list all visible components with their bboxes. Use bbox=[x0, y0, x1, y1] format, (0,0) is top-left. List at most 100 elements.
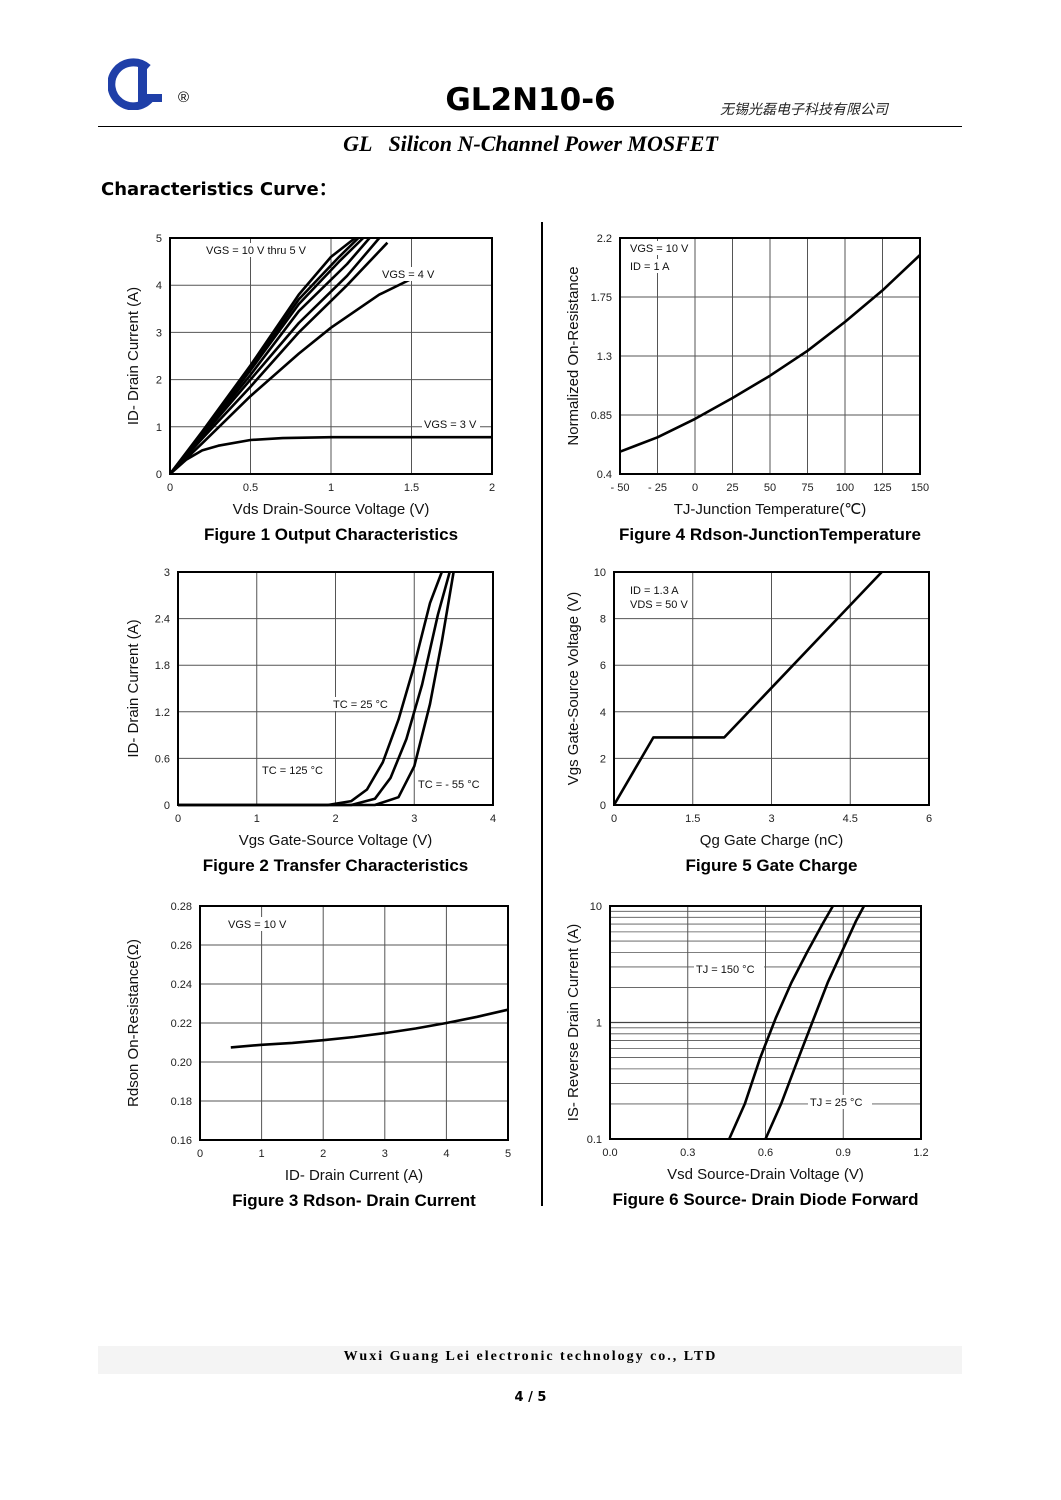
x-tick-label: 150 bbox=[911, 482, 929, 494]
y-tick-label: 1.8 bbox=[155, 660, 170, 672]
column-divider bbox=[541, 222, 543, 1206]
y-tick-label: 0.18 bbox=[171, 1096, 192, 1108]
y-tick-label: 0.24 bbox=[171, 979, 192, 991]
curve-annotation: TC = 125 °C bbox=[262, 765, 323, 777]
annotation-backdrop bbox=[331, 697, 395, 711]
annotation-backdrop bbox=[416, 777, 492, 791]
curve-annotation: VGS = 10 V bbox=[630, 243, 689, 255]
series-line bbox=[764, 905, 866, 1140]
curve-annotation: VGS = 10 V thru 5 V bbox=[206, 245, 307, 257]
series-line bbox=[169, 241, 389, 475]
y-tick-label: 6 bbox=[600, 660, 606, 672]
document-subtitle: GL Silicon N-Channel Power MOSFET bbox=[0, 131, 1061, 157]
x-tick-label: 2 bbox=[320, 1148, 326, 1160]
x-axis-title: Vgs Gate-Source Voltage (V) bbox=[239, 832, 432, 849]
x-tick-label: 75 bbox=[801, 482, 813, 494]
curve-annotation: VGS = 4 V bbox=[382, 269, 435, 281]
x-tick-label: 0 bbox=[611, 813, 617, 825]
x-tick-label: - 50 bbox=[611, 482, 630, 494]
x-tick-label: 0.5 bbox=[243, 482, 258, 494]
figure-caption: Figure 1 Output Characteristics bbox=[204, 525, 458, 544]
curve-annotation: ID = 1 A bbox=[630, 261, 670, 273]
y-tick-label: 1 bbox=[596, 1018, 602, 1030]
curve-annotation: VDS = 50 V bbox=[630, 599, 688, 611]
y-tick-label: 10 bbox=[590, 901, 602, 913]
y-axis-title: Rdson On-Resistance(Ω) bbox=[125, 939, 142, 1107]
figure-caption: Figure 4 Rdson-JunctionTemperature bbox=[619, 525, 921, 544]
x-tick-label: 0 bbox=[167, 482, 173, 494]
x-tick-label: 1 bbox=[328, 482, 334, 494]
page-number: 4 / 5 bbox=[514, 1390, 547, 1405]
y-tick-label: 2 bbox=[156, 375, 162, 387]
footer-band bbox=[98, 1346, 962, 1374]
x-tick-label: 3 bbox=[768, 813, 774, 825]
series-line bbox=[169, 237, 381, 475]
y-tick-label: 0.16 bbox=[171, 1135, 192, 1147]
y-tick-label: 0 bbox=[156, 469, 162, 481]
y-axis-title: Vgs Gate-Source Voltage (V) bbox=[565, 592, 582, 785]
x-tick-label: 6 bbox=[926, 813, 932, 825]
y-tick-label: 5 bbox=[156, 233, 162, 245]
y-tick-label: 2.4 bbox=[155, 614, 170, 626]
figure-caption: Figure 6 Source- Drain Diode Forward bbox=[612, 1190, 918, 1209]
y-tick-label: 0.20 bbox=[171, 1057, 192, 1069]
y-tick-label: 1 bbox=[156, 422, 162, 434]
x-axis-title: Vsd Source-Drain Voltage (V) bbox=[667, 1166, 864, 1183]
annotation-backdrop bbox=[628, 241, 692, 255]
figure-caption: Figure 2 Transfer Characteristics bbox=[203, 856, 469, 875]
x-tick-label: 1 bbox=[254, 813, 260, 825]
annotation-backdrop bbox=[422, 417, 480, 431]
y-tick-label: 0.26 bbox=[171, 940, 192, 952]
x-tick-label: 0 bbox=[197, 1148, 203, 1160]
figure-caption: Figure 5 Gate Charge bbox=[686, 856, 858, 875]
x-tick-label: 1 bbox=[259, 1148, 265, 1160]
x-tick-label: 50 bbox=[764, 482, 776, 494]
x-tick-label: 4 bbox=[490, 813, 496, 825]
x-axis-title: Qg Gate Charge (nC) bbox=[700, 832, 843, 849]
y-tick-label: 2.2 bbox=[597, 233, 612, 245]
x-tick-label: 100 bbox=[836, 482, 854, 494]
company-logo bbox=[108, 58, 162, 110]
y-tick-label: 0.22 bbox=[171, 1018, 192, 1030]
y-axis-title: IS- Reverse Drain Current (A) bbox=[565, 924, 582, 1122]
y-tick-label: 0.4 bbox=[597, 469, 612, 481]
plot-frame bbox=[199, 905, 509, 1141]
plot-frame bbox=[169, 237, 493, 475]
x-tick-label: 0.3 bbox=[680, 1147, 695, 1159]
annotation-backdrop bbox=[694, 962, 764, 976]
annotation-backdrop bbox=[628, 583, 692, 597]
figure-4-rdson-junction-temperature: - 50 - 25 0 25 50 75 100 125 150 0.4 0.85 1.3 1.75 2.… bbox=[565, 233, 929, 544]
y-tick-label: 0.6 bbox=[155, 753, 170, 765]
x-tick-label: 125 bbox=[873, 482, 891, 494]
y-tick-label: 2 bbox=[600, 753, 606, 765]
y-tick-label: 4 bbox=[600, 707, 606, 719]
series-line bbox=[178, 571, 455, 807]
registered-mark: ® bbox=[178, 89, 190, 106]
x-tick-label: 3 bbox=[411, 813, 417, 825]
figure-6-source-drain-diode-forward: 0.0 0.3 0.6 0.9 1.2 0.1 1 10 TJ = 150 °C TJ = 25 … bbox=[565, 901, 929, 1209]
curve-annotation: TC = 25 °C bbox=[333, 699, 388, 711]
curve-annotation: VGS = 3 V bbox=[424, 419, 477, 431]
annotation-backdrop bbox=[808, 1095, 872, 1109]
series-line bbox=[619, 254, 921, 453]
annotation-backdrop bbox=[628, 597, 692, 611]
subtitle-description: Silicon N-Channel Power MOSFET bbox=[388, 131, 718, 156]
x-axis-title: ID- Drain Current (A) bbox=[285, 1167, 423, 1184]
x-tick-label: 25 bbox=[726, 482, 738, 494]
x-tick-label: 5 bbox=[505, 1148, 511, 1160]
x-tick-label: 0.6 bbox=[758, 1147, 773, 1159]
series-line bbox=[728, 905, 835, 1140]
figure-1-output-characteristics: 0 0.5 1 1.5 2 0 1 2 3 4 5 VGS = 10 V thru 5 V VGS = … bbox=[125, 233, 495, 544]
y-axis-title: ID- Drain Current (A) bbox=[125, 287, 142, 425]
figure-2-transfer-characteristics: 0 1 2 3 4 0 0.6 1.2 1.8 2.4 3 TC = 25 °C TC = 125 °C… bbox=[125, 567, 496, 875]
curve-annotation: TJ = 25 °C bbox=[810, 1097, 862, 1109]
series-line bbox=[169, 435, 492, 475]
header-rule bbox=[98, 126, 962, 127]
annotation-backdrop bbox=[380, 267, 438, 281]
y-tick-label: 1.75 bbox=[591, 292, 612, 304]
curve-annotation: TJ = 150 °C bbox=[696, 964, 755, 976]
curve-annotation: TC = - 55 °C bbox=[418, 779, 480, 791]
annotation-backdrop bbox=[226, 917, 290, 931]
subtitle-brand: GL bbox=[343, 131, 373, 156]
series-line bbox=[612, 571, 883, 806]
